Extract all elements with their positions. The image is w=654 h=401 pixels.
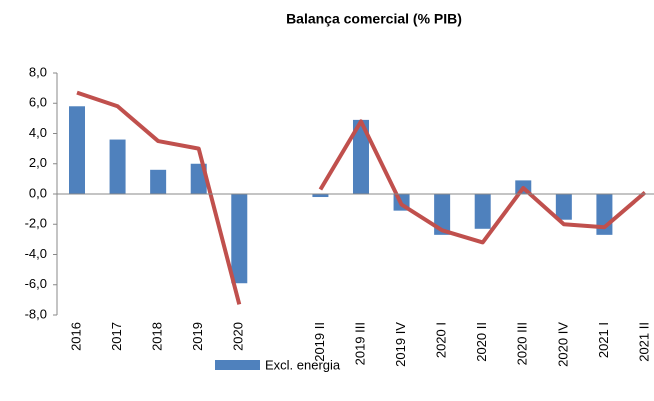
x-tick-label: 2016	[68, 322, 83, 351]
y-tick-label: 6,0	[29, 95, 47, 110]
y-tick-label: 8,0	[29, 64, 47, 79]
chart-title: Balança comercial (% PIB)	[286, 11, 462, 27]
bar	[352, 119, 369, 194]
line	[76, 90, 647, 305]
y-tick-label: 4,0	[29, 125, 47, 140]
x-tick-label: 2020	[231, 322, 246, 351]
x-tick-label: 2020 II	[474, 322, 489, 362]
y-tick-label: -2,0	[25, 216, 47, 231]
bar	[555, 194, 572, 220]
x-tick-label: 2020 I	[434, 322, 449, 358]
bar	[109, 139, 126, 194]
y-tick-label: 0,0	[29, 185, 47, 200]
x-tick-label: 2019	[190, 322, 205, 351]
bar	[231, 194, 248, 284]
x-tick-label: 2020 III	[515, 322, 530, 365]
x-tick-label: 2019 II	[312, 322, 327, 362]
x-tick-label: 2020 IV	[555, 322, 570, 367]
x-tick-label: 2021 I	[596, 322, 611, 358]
x-tick-label: 2019 IV	[393, 322, 408, 367]
bar	[150, 169, 167, 194]
legend-label: Excl. energia	[265, 357, 341, 372]
x-tick-label: 2018	[150, 322, 165, 351]
x-tick-label: 2019 III	[352, 322, 367, 365]
x-tick-label: 2017	[109, 322, 124, 351]
bar	[69, 106, 85, 194]
x-tick-label: 2021 II	[636, 322, 651, 362]
bar	[434, 194, 451, 235]
bar	[474, 194, 491, 229]
y-tick-label: -6,0	[25, 276, 47, 291]
legend-swatch	[215, 360, 260, 370]
y-tick-label: 2,0	[29, 155, 47, 170]
y-tick-label: -4,0	[25, 246, 47, 261]
y-tick-label: -8,0	[25, 306, 47, 321]
bar	[312, 194, 329, 198]
